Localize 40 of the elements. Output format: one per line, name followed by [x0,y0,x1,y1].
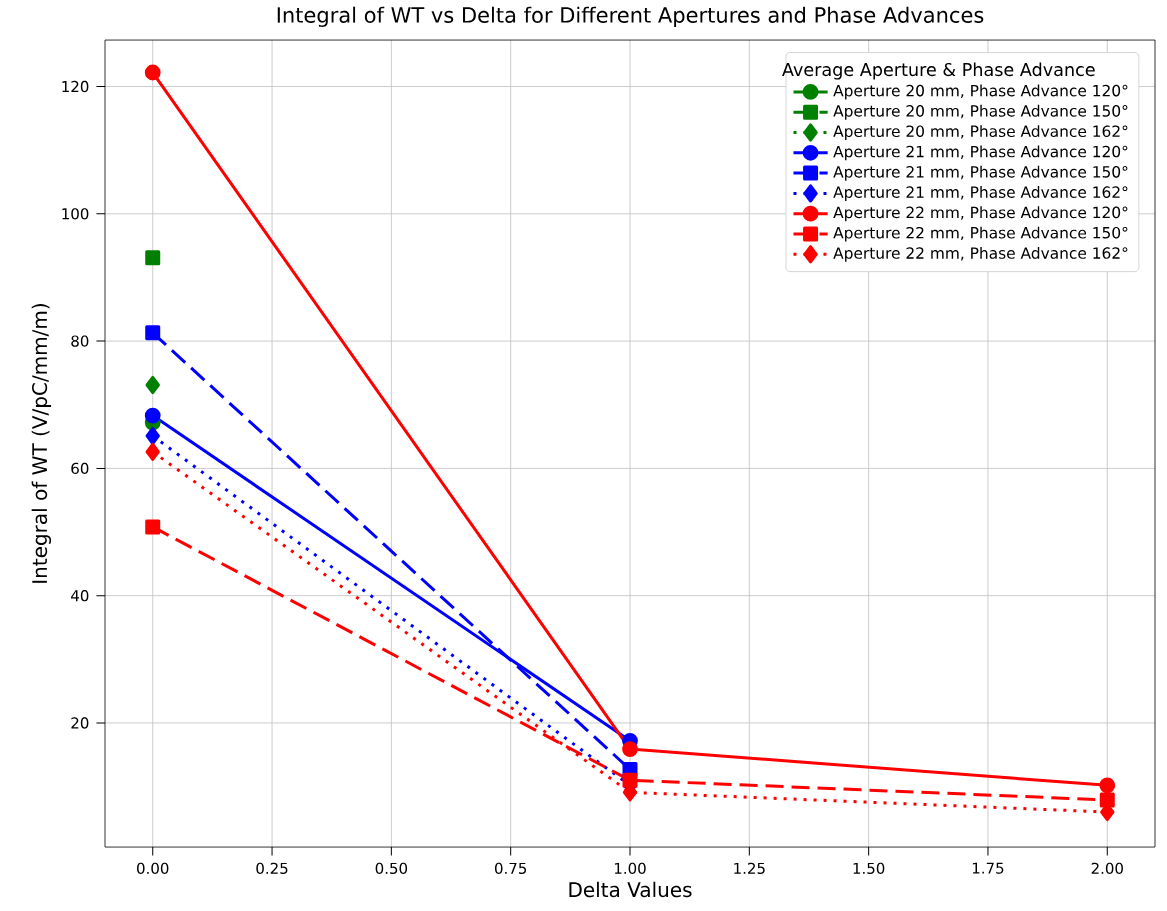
legend-label: Aperture 20 mm, Phase Advance 150° [833,104,1128,120]
legend-label: Aperture 21 mm, Phase Advance 120° [833,145,1128,161]
point [144,407,161,424]
y-tick-label: 40 [71,589,89,602]
x-tick-label: 1.50 [853,862,885,874]
y-tick-label: 80 [71,335,89,347]
point [145,325,161,341]
legend-label: Aperture 21 mm, Phase Advance 162° [833,186,1128,201]
x-tick-label: 1.75 [972,862,1004,874]
x-tick-label: 1.25 [734,862,765,874]
y-tick-label: 100 [62,208,89,220]
x-axis-title: Delta Values [569,881,692,898]
x-tick-label: 0.50 [375,862,408,874]
x-tick-label: 0.00 [137,862,169,874]
legend-label: Aperture 22 mm, Phase Advance 162° [833,246,1128,262]
y-tick-label: 120 [62,80,89,93]
x-tick-label: 0.75 [494,862,527,874]
x-tick-label: 2.00 [1091,862,1123,874]
point [622,772,638,788]
y-tick-label: 20 [71,717,89,729]
point [145,375,160,395]
legend-label: Aperture 21 mm, Phase Advance 150° [833,165,1128,181]
x-tick-label: 0.25 [256,862,288,874]
y-axis-title: Integral of WT (V/pC/mm/m) [31,304,52,583]
point [1099,792,1115,808]
legend-label: Aperture 22 mm, Phase Advance 120° [833,206,1128,222]
point [145,426,160,445]
point [145,442,160,461]
y-tick-label: 60 [71,462,89,475]
point [144,64,161,81]
legend-title: Average Aperture & Phase Advance [782,62,1095,80]
point [145,250,161,266]
point [145,519,161,535]
legend-label: Aperture 20 mm, Phase Advance 120° [833,84,1128,100]
point [1099,777,1116,794]
legend-label: Aperture 20 mm, Phase Advance 162° [833,125,1128,140]
chart-title: Integral of WT vs Delta for Different Apertures and Phase Advances [277,6,984,27]
point [622,741,638,757]
x-tick-label: 1.00 [614,862,646,874]
legend-label: Aperture 22 mm, Phase Advance 150° [833,226,1128,242]
